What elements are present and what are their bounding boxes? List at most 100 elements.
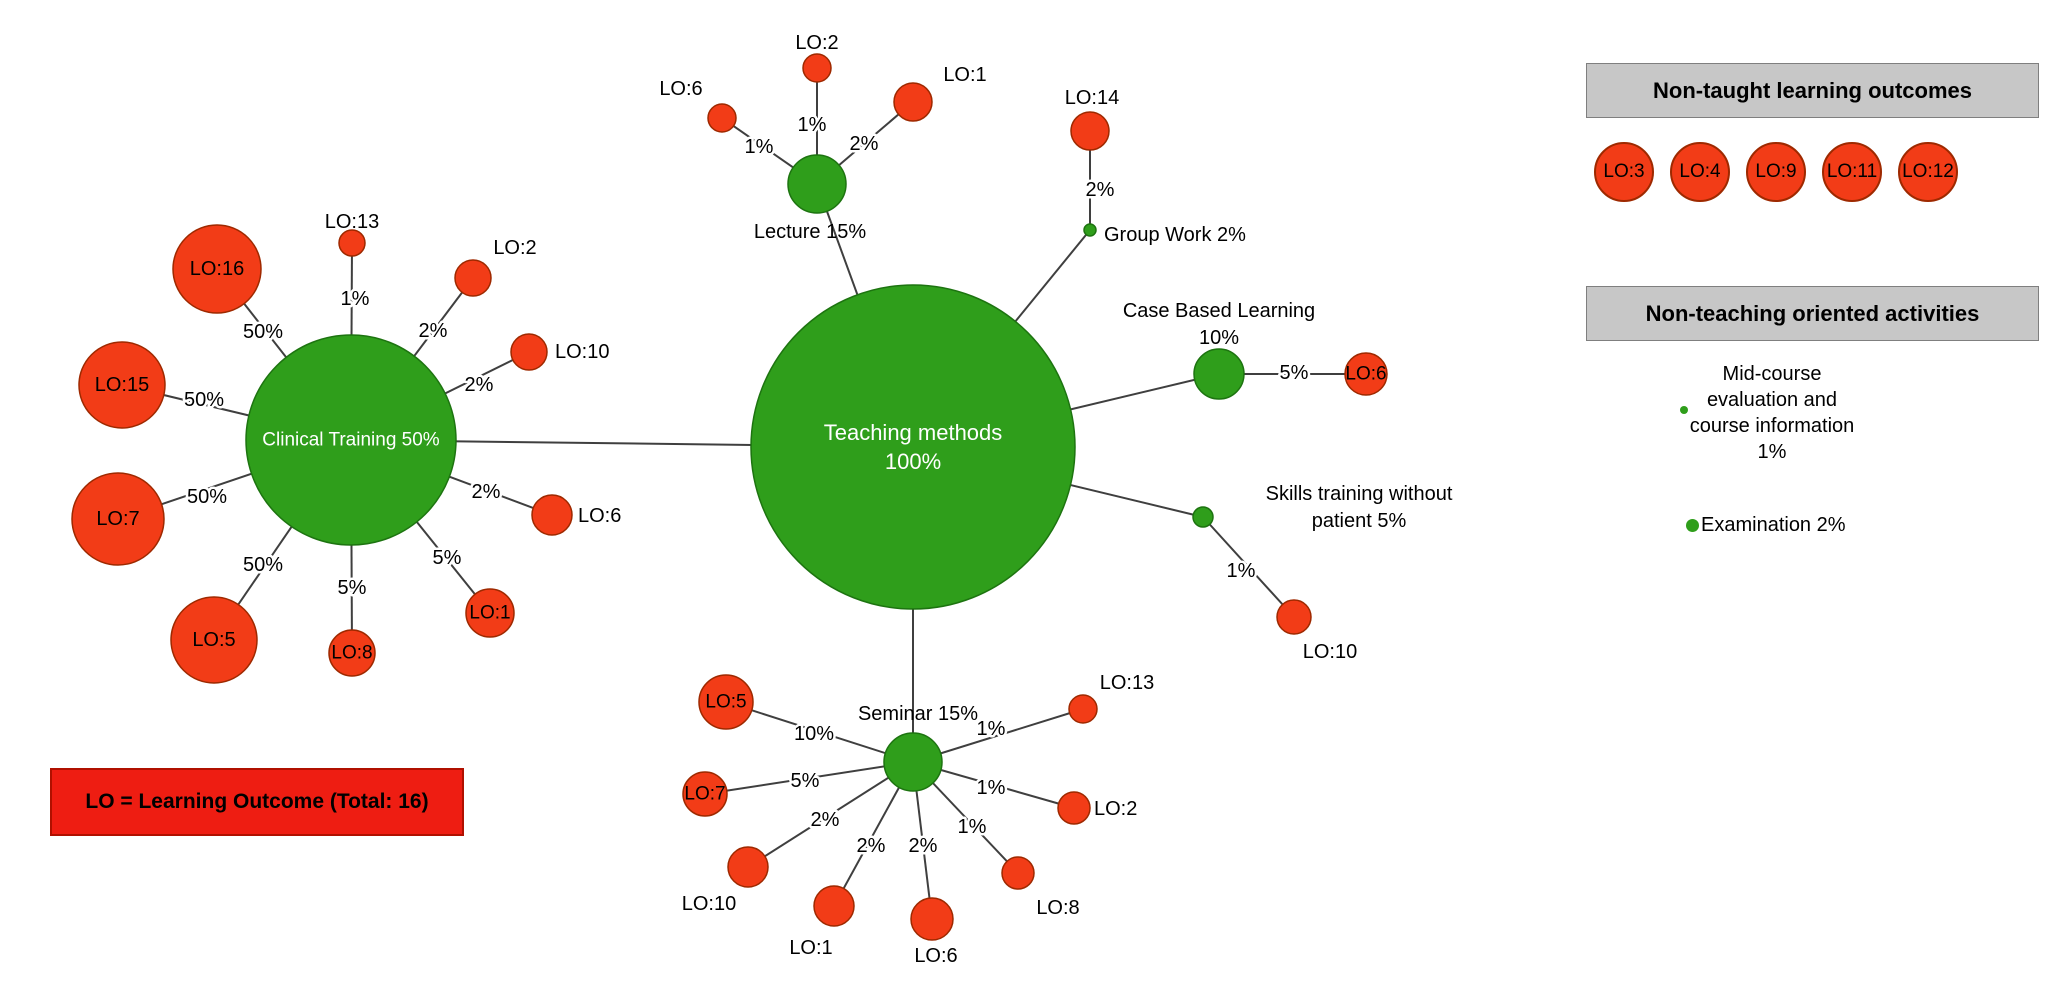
node-ct-lo2 bbox=[454, 259, 492, 297]
node-label-sem-lo5: LO:5 bbox=[705, 692, 746, 713]
edge-label-lecture-lec-lo1: 2% bbox=[850, 133, 879, 155]
non-taught-circles: LO:3 LO:4 LO:9 LO:11 LO:12 bbox=[1594, 142, 1958, 202]
edge-label-clinical-training-ct-lo8: 5% bbox=[338, 577, 367, 599]
edge-seminar-sem-lo7 bbox=[704, 761, 914, 795]
node-label-ct-lo16: LO:16 bbox=[190, 258, 244, 280]
node-lec-lo2 bbox=[802, 53, 832, 83]
node-ct-lo16 bbox=[172, 224, 262, 314]
node-ct-lo8 bbox=[328, 629, 376, 677]
edge-seminar-sem-lo10 bbox=[747, 761, 914, 868]
node-label-lecture: Lecture 15% bbox=[754, 221, 867, 243]
node-label-sem-lo1: LO:1 bbox=[789, 937, 832, 959]
midcourse-activity: Mid-course evaluation and course informa… bbox=[1632, 361, 1912, 465]
node-label-clinical-training: Clinical Training 50% bbox=[262, 430, 440, 451]
node-label-sem-lo2: LO:2 bbox=[1094, 798, 1137, 820]
node-label-ct-lo2: LO:2 bbox=[493, 237, 536, 259]
edge-seminar-sem-lo5 bbox=[725, 701, 914, 763]
edge-label-seminar-sem-lo8: 1% bbox=[958, 816, 987, 838]
edge-label-clinical-training-ct-lo10: 2% bbox=[465, 374, 494, 396]
edge-label-skills-training-st-lo10: 1% bbox=[1227, 560, 1256, 582]
node-sem-lo5 bbox=[698, 674, 754, 730]
node-label-lec-lo6: LO:6 bbox=[659, 78, 702, 100]
node-sem-lo7 bbox=[682, 771, 728, 817]
edge-label-lecture-lec-lo2: 1% bbox=[798, 114, 827, 136]
edge-label-seminar-sem-lo1: 2% bbox=[857, 835, 886, 857]
node-st-lo10 bbox=[1276, 599, 1312, 635]
non-taught-lo-12: LO:12 bbox=[1898, 142, 1958, 202]
node-gw-lo14 bbox=[1070, 111, 1110, 151]
node-sem-lo10 bbox=[727, 846, 769, 888]
node-label-ct-lo1: LO:1 bbox=[469, 603, 510, 624]
node-ct-lo1 bbox=[465, 588, 515, 638]
edge-label-seminar-sem-lo6: 2% bbox=[909, 835, 938, 857]
node-sem-lo2 bbox=[1057, 791, 1091, 825]
edge-label-clinical-training-ct-lo13: 1% bbox=[341, 288, 370, 310]
node-label-teaching-methods: 100% bbox=[885, 449, 941, 474]
node-lecture bbox=[787, 154, 847, 214]
node-ct-lo7 bbox=[71, 472, 165, 566]
non-taught-lo-4: LO:4 bbox=[1670, 142, 1730, 202]
node-cbl-lo6 bbox=[1344, 352, 1388, 396]
node-label-ct-lo13: LO:13 bbox=[325, 211, 379, 233]
edge-label-seminar-sem-lo7: 5% bbox=[791, 770, 820, 792]
non-taught-lo-9: LO:9 bbox=[1746, 142, 1806, 202]
midcourse-line: Mid-course bbox=[1722, 363, 1822, 385]
examination-label: Examination 2% bbox=[1701, 514, 1846, 536]
node-label-sem-lo10: LO:10 bbox=[682, 893, 736, 915]
midcourse-dot bbox=[1680, 406, 1688, 414]
node-clinical-training bbox=[245, 334, 457, 546]
edge-label-clinical-training-ct-lo1: 5% bbox=[433, 547, 462, 569]
edge-label-seminar-sem-lo13: 1% bbox=[977, 718, 1006, 740]
non-teaching-header: Non-teaching oriented activities bbox=[1586, 286, 2039, 341]
node-label-case-based-learning: Case Based Learning bbox=[1123, 300, 1315, 322]
edge-label-clinical-training-ct-lo6: 2% bbox=[472, 481, 501, 503]
node-label-case-based-learning: 10% bbox=[1199, 327, 1239, 349]
node-label-ct-lo6: LO:6 bbox=[578, 505, 621, 527]
non-taught-header: Non-taught learning outcomes bbox=[1586, 63, 2039, 118]
node-ct-lo15 bbox=[78, 341, 166, 429]
node-sem-lo8 bbox=[1001, 856, 1035, 890]
node-sem-lo1 bbox=[813, 885, 855, 927]
non-taught-lo-3: LO:3 bbox=[1594, 142, 1654, 202]
node-label-ct-lo7: LO:7 bbox=[96, 508, 139, 530]
node-label-sem-lo13: LO:13 bbox=[1100, 672, 1154, 694]
node-label-ct-lo15: LO:15 bbox=[95, 374, 149, 396]
edge-label-clinical-training-ct-lo5: 50% bbox=[243, 554, 283, 576]
edge-label-clinical-training-ct-lo2: 2% bbox=[419, 320, 448, 342]
node-label-group-work: Group Work 2% bbox=[1104, 224, 1246, 246]
node-label-st-lo10: LO:10 bbox=[1303, 641, 1357, 663]
legend-label: LO = Learning Outcome (Total: 16) bbox=[85, 790, 429, 813]
examination-activity: Examination 2% bbox=[1686, 514, 1846, 537]
node-seminar bbox=[883, 732, 943, 792]
edge-label-clinical-training-ct-lo16: 50% bbox=[243, 321, 283, 343]
edge-label-case-based-learning-cbl-lo6: 5% bbox=[1280, 362, 1309, 384]
edge-label-seminar-sem-lo10: 2% bbox=[811, 809, 840, 831]
node-label-seminar: Seminar 15% bbox=[858, 703, 978, 725]
node-teaching-methods bbox=[750, 284, 1076, 610]
node-label-skills-training: Skills training without bbox=[1266, 483, 1453, 505]
node-label-lec-lo1: LO:1 bbox=[943, 64, 986, 86]
node-sem-lo6 bbox=[910, 897, 954, 941]
midcourse-line: evaluation and bbox=[1706, 389, 1838, 411]
node-label-sem-lo7: LO:7 bbox=[684, 784, 725, 805]
node-label-skills-training: patient 5% bbox=[1312, 510, 1407, 532]
edge-label-seminar-sem-lo5: 10% bbox=[794, 723, 834, 745]
examination-dot bbox=[1686, 519, 1699, 532]
node-label-ct-lo8: LO:8 bbox=[331, 643, 372, 664]
node-case-based-learning bbox=[1193, 348, 1245, 400]
edge-label-clinical-training-ct-lo7: 50% bbox=[187, 486, 227, 508]
edge-label-group-work-gw-lo14: 2% bbox=[1086, 179, 1115, 201]
node-sem-lo13 bbox=[1068, 694, 1098, 724]
edge-label-seminar-sem-lo2: 1% bbox=[977, 777, 1006, 799]
edge-label-clinical-training-ct-lo15: 50% bbox=[184, 389, 224, 411]
node-lec-lo1 bbox=[893, 82, 933, 122]
node-label-cbl-lo6: LO:6 bbox=[1345, 364, 1386, 385]
node-lec-lo6 bbox=[707, 103, 737, 133]
node-label-sem-lo8: LO:8 bbox=[1036, 897, 1079, 919]
node-label-ct-lo10: LO:10 bbox=[555, 341, 609, 363]
node-label-sem-lo6: LO:6 bbox=[914, 945, 957, 967]
node-label-lec-lo2: LO:2 bbox=[795, 32, 838, 54]
node-label-ct-lo5: LO:5 bbox=[192, 629, 235, 651]
